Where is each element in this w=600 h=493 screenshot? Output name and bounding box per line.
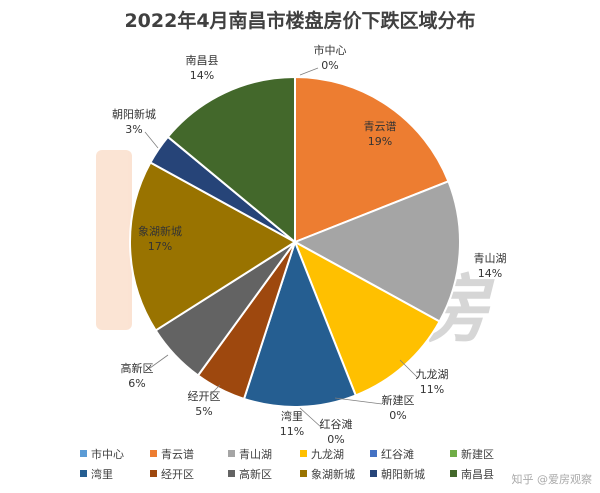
slice-value-label-6: 11% — [280, 425, 304, 438]
legend-label-9: 象湖新城 — [311, 467, 355, 481]
legend-swatch-3 — [300, 450, 307, 457]
legend-label-1: 青云谱 — [161, 447, 194, 461]
legend-swatch-11 — [450, 470, 457, 477]
chart-title: 2022年4月南昌市楼盘房价下跌区域分布 — [124, 10, 476, 32]
slice-name-label-0: 市中心 — [314, 43, 347, 57]
pie-slice-6 — [242, 239, 358, 408]
legend-label-5: 新建区 — [461, 447, 494, 461]
pie-slice-1 — [294, 75, 450, 244]
slice-value-label-10: 3% — [125, 123, 142, 136]
legend-swatch-5 — [450, 450, 457, 457]
legend-swatch-10 — [370, 470, 377, 477]
slice-value-label-7: 5% — [195, 405, 212, 418]
slice-name-label-2: 青山湖 — [474, 252, 507, 265]
slice-name-label-8: 高新区 — [121, 361, 154, 375]
legend-swatch-8 — [228, 470, 235, 477]
slice-name-label-7: 经开区 — [188, 390, 221, 403]
slice-value-label-5: 0% — [389, 409, 406, 422]
legend-swatch-7 — [150, 470, 157, 477]
slice-name-label-10: 朝阳新城 — [112, 107, 156, 121]
legend-label-4: 红谷滩 — [381, 447, 414, 461]
slice-name-label-1: 青云谱 — [364, 119, 397, 133]
slice-value-label-3: 11% — [420, 383, 444, 396]
slice-name-label-6: 湾里 — [281, 409, 303, 423]
pie-slice-11 — [166, 75, 296, 245]
slice-name-label-11: 南昌县 — [186, 54, 219, 67]
leader-line-8 — [149, 354, 169, 369]
legend-label-0: 市中心 — [91, 447, 124, 461]
leader-line-4 — [299, 407, 323, 429]
leader-line-10 — [144, 131, 159, 149]
labels-layer: 市中心 0% 青云谱 19% 青山湖 14% 九龙湖 11% 红谷滩 0% 新建区 0% 湾里 11% 经开… — [112, 43, 507, 446]
legend-label-2: 青山湖 — [239, 448, 272, 461]
legend-swatch-9 — [300, 470, 307, 477]
legend-label-7: 经开区 — [161, 468, 194, 481]
legend-label-6: 湾里 — [91, 467, 113, 481]
legend-swatch-1 — [150, 450, 157, 457]
slices-layer — [129, 75, 461, 408]
legend-label-3: 九龙湖 — [311, 448, 344, 461]
watermark-credit: 知乎 @爱房观察 — [511, 473, 593, 486]
leader-line-3 — [399, 359, 419, 379]
legend-swatch-6 — [80, 470, 87, 477]
leader-line-0 — [299, 67, 319, 76]
slice-name-label-4: 红谷滩 — [320, 417, 353, 431]
legend-label-11: 南昌县 — [461, 468, 494, 481]
slice-name-label-5: 新建区 — [382, 393, 415, 407]
slice-value-label-8: 6% — [128, 377, 145, 390]
legend-swatch-2 — [228, 450, 235, 457]
pie-slice-3 — [293, 239, 441, 397]
slice-value-label-4: 0% — [327, 433, 344, 446]
legend-swatch-4 — [370, 450, 377, 457]
slice-value-label-9: 17% — [148, 240, 172, 253]
leader-line-5 — [334, 397, 383, 405]
slice-value-label-2: 14% — [478, 267, 502, 280]
legend-label-8: 高新区 — [239, 467, 272, 481]
slice-name-label-9: 象湖新城 — [138, 224, 182, 238]
pie-slice-9 — [129, 161, 297, 332]
slice-name-label-3: 九龙湖 — [416, 368, 449, 381]
slice-value-label-1: 19% — [368, 135, 392, 148]
pie-slice-2 — [292, 179, 461, 323]
leader-line-7 — [209, 384, 221, 396]
slice-value-label-11: 14% — [190, 69, 214, 82]
legend-label-10: 朝阳新城 — [381, 467, 425, 481]
legend-swatch-0 — [80, 450, 87, 457]
slice-value-label-0: 0% — [321, 59, 338, 72]
